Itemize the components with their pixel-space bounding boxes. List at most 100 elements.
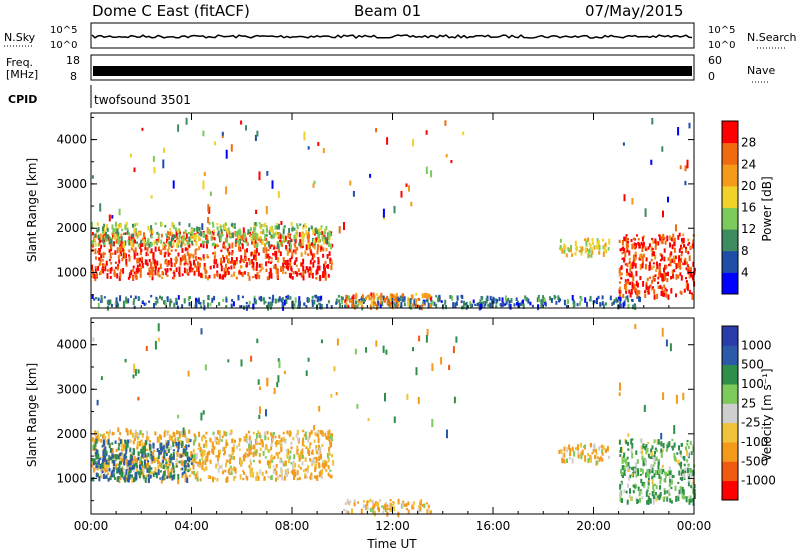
echo-cell — [284, 469, 287, 476]
echo-cell — [540, 299, 543, 304]
echo-cell — [360, 297, 363, 301]
echo-cell — [114, 234, 117, 239]
echo-cell — [657, 277, 660, 280]
echo-cell — [128, 473, 131, 480]
echo-cell — [172, 463, 174, 467]
echo-cell — [661, 275, 664, 282]
echo-cell — [180, 243, 183, 248]
echo-cell — [657, 461, 660, 465]
echo-cell — [596, 460, 599, 465]
echo-cell — [103, 229, 106, 234]
echo-cell — [223, 243, 226, 247]
echo-cell — [143, 447, 146, 454]
echo-cell — [276, 274, 279, 279]
echo-cell — [663, 256, 666, 262]
echo-cell — [97, 436, 100, 442]
echo-cell — [95, 472, 98, 478]
echo-cell — [606, 445, 609, 452]
echo-cell — [150, 267, 153, 271]
echo-cell — [153, 166, 156, 174]
echo-cell — [320, 225, 323, 228]
echo-cell — [197, 271, 200, 277]
colorbar-segment — [722, 121, 738, 144]
echo-cell — [249, 467, 252, 473]
echo-cell — [661, 273, 664, 278]
echo-cell — [331, 433, 333, 438]
echo-cell — [183, 262, 186, 266]
echo-cell — [650, 267, 653, 270]
echo-cell — [396, 296, 399, 301]
echo-cell — [305, 435, 308, 440]
echo-cell — [99, 463, 102, 470]
echo-cell — [625, 440, 628, 445]
echo-cell — [327, 465, 330, 470]
echo-cell — [543, 298, 546, 303]
echo-cell — [307, 146, 310, 150]
echo-cell — [239, 260, 242, 264]
echo-cell — [276, 454, 279, 459]
echo-cell — [243, 305, 246, 308]
echo-cell — [312, 183, 315, 188]
echo-cell — [211, 297, 214, 303]
echo-cell — [98, 457, 101, 461]
echo-cell — [243, 456, 245, 462]
echo-cell — [283, 463, 286, 467]
echo-cell — [669, 470, 672, 475]
echo-cell — [566, 458, 568, 463]
echo-cell — [295, 264, 298, 268]
echo-cell — [157, 440, 159, 443]
echo-cell — [187, 444, 190, 448]
echo-cell — [587, 238, 590, 241]
echo-cell — [639, 497, 641, 503]
echo-cell — [133, 435, 136, 441]
echo-cell — [129, 272, 132, 276]
echo-cell — [140, 239, 143, 244]
echo-cell — [319, 275, 322, 281]
echo-cell — [229, 458, 232, 465]
echo-cell — [92, 444, 95, 451]
echo-cell — [645, 491, 648, 497]
echo-cell — [141, 442, 144, 448]
echo-cell — [139, 457, 142, 462]
echo-cell — [575, 447, 578, 451]
echo-cell — [675, 394, 678, 404]
echo-cell — [130, 239, 133, 243]
echo-cell — [508, 303, 511, 309]
echo-cell — [225, 431, 228, 437]
echo-cell — [282, 257, 285, 263]
echo-cell — [201, 240, 204, 245]
echo-cell — [220, 262, 223, 266]
echo-cell — [192, 448, 195, 453]
echo-cell — [153, 450, 156, 453]
echo-cell — [167, 440, 170, 445]
echo-cell — [125, 477, 128, 481]
echo-cell — [299, 223, 302, 226]
echo-cell — [644, 246, 647, 249]
echo-cell — [656, 439, 659, 444]
echo-cell — [402, 293, 405, 297]
echo-cell — [571, 295, 574, 301]
echo-cell — [648, 468, 651, 475]
echo-cell — [253, 297, 256, 303]
echo-cell — [152, 473, 155, 478]
echo-cell — [212, 446, 215, 450]
echo-cell — [648, 243, 651, 248]
echo-cell — [627, 240, 629, 244]
echo-cell — [636, 499, 639, 505]
echo-cell — [584, 297, 587, 303]
echo-cell — [198, 262, 201, 268]
echo-cell — [171, 222, 174, 228]
echo-cell — [220, 257, 223, 264]
echo-cell — [255, 266, 258, 272]
echo-cell — [641, 468, 644, 475]
echo-cell — [156, 260, 159, 265]
echo-cell — [126, 430, 129, 436]
echo-cell — [406, 393, 409, 400]
echo-cell — [437, 297, 440, 303]
echo-cell — [135, 276, 138, 281]
echo-cell — [261, 443, 264, 448]
echo-cell — [295, 233, 298, 239]
echo-cell — [198, 431, 200, 435]
echo-cell — [286, 240, 289, 242]
echo-cell — [117, 467, 120, 473]
